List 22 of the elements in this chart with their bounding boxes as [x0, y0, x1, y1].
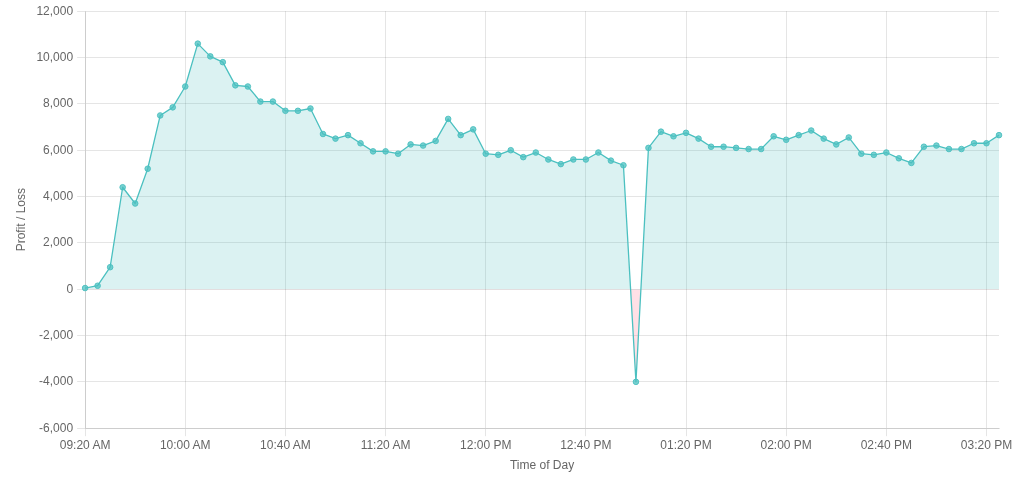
y-tick-label: 6,000: [43, 142, 74, 157]
x-tick-label: 01:20 PM: [660, 437, 712, 452]
y-tick-label: 8,000: [43, 96, 74, 111]
y-axis-title: Profit / Loss: [13, 188, 28, 252]
y-tick-label: 0: [66, 281, 74, 296]
x-tick-label: 10:40 AM: [260, 437, 311, 452]
y-tick-label: 4,000: [43, 188, 74, 203]
x-tick-label: 12:00 PM: [460, 437, 512, 452]
x-tick-label: 03:20 PM: [960, 437, 1013, 452]
y-tick-label: -4,000: [39, 374, 74, 389]
y-tick-label: -6,000: [39, 420, 74, 435]
x-tick-label: 09:20 AM: [59, 437, 111, 452]
x-axis-title: Time of Day: [509, 458, 575, 473]
x-tick-label: 12:40 PM: [560, 437, 612, 452]
y-tick-label: 10,000: [36, 49, 74, 64]
x-tick-label: 02:40 PM: [860, 437, 913, 452]
y-tick-label: 2,000: [43, 235, 74, 250]
y-tick-label: 12,000: [36, 3, 74, 18]
x-tick-label: 11:20 AM: [360, 437, 411, 452]
x-tick-label: 02:00 PM: [760, 437, 812, 452]
y-tick-label: -2,000: [39, 327, 74, 342]
x-tick-label: 10:00 AM: [159, 437, 211, 452]
